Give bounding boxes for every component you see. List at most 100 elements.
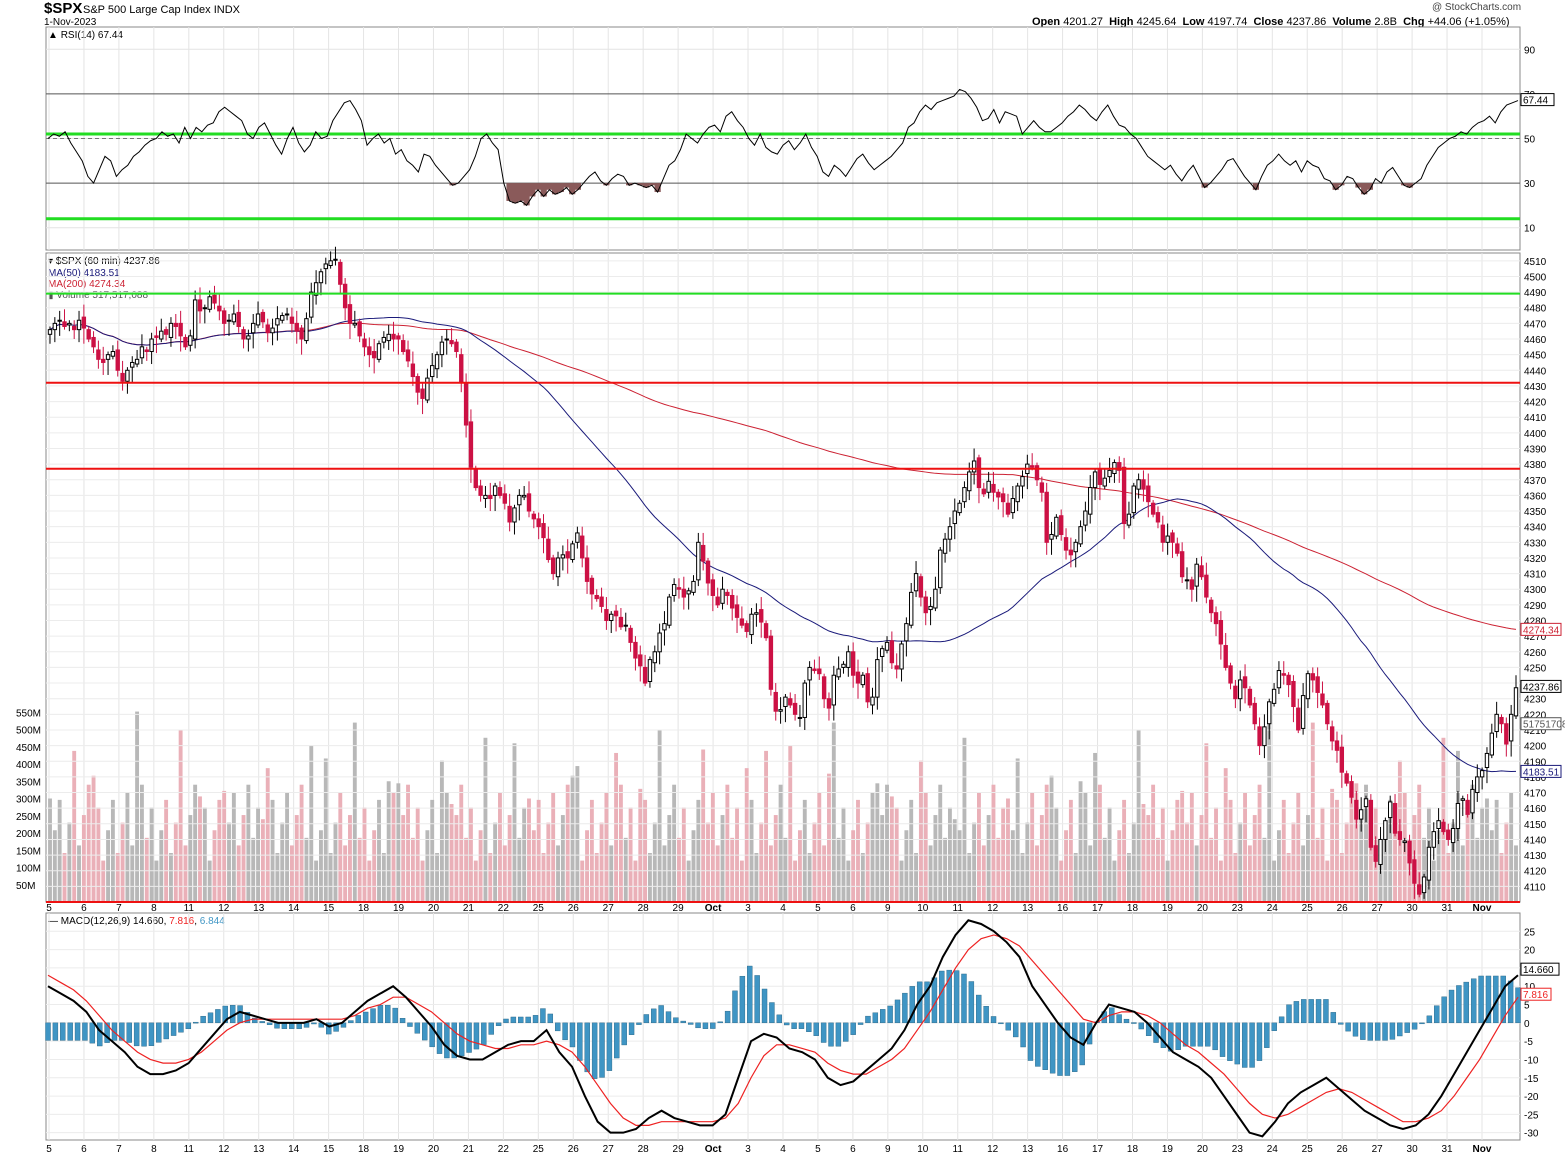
candle-body — [1126, 513, 1132, 526]
candle-body — [1296, 707, 1301, 731]
price-tick-label: 4160 — [1524, 804, 1547, 815]
volume-bar — [1301, 845, 1306, 902]
price-x-tick-label: 13 — [1022, 903, 1034, 914]
volume-bar — [991, 784, 996, 902]
macd-x-tick-label: 13 — [253, 1144, 265, 1155]
candle-body — [1344, 773, 1349, 784]
volume-bar — [110, 799, 115, 902]
macd-histogram-bar — [1330, 1012, 1337, 1024]
volume-bar — [410, 837, 415, 902]
candle-body — [130, 361, 135, 368]
volume-bar — [696, 799, 701, 902]
macd-histogram-bar — [1278, 1016, 1285, 1024]
macd-histogram-bar — [887, 1005, 893, 1024]
volume-bar — [778, 784, 783, 902]
macd-histogram-bar — [1360, 1022, 1366, 1040]
macd-x-tick-label: 27 — [603, 1144, 615, 1155]
macd-histogram-bar — [783, 1022, 790, 1026]
volume-bar — [836, 837, 841, 902]
macd-x-tick-label: 23 — [1232, 1144, 1244, 1155]
price-x-tick-label: 28 — [638, 903, 650, 914]
candle-body — [1165, 535, 1170, 543]
volume-bar — [1368, 837, 1373, 902]
volume-bar — [439, 760, 444, 902]
volume-bar — [1267, 703, 1272, 902]
volume-bar — [348, 815, 352, 902]
candle-body — [580, 535, 585, 559]
price-x-tick-label: 14 — [288, 903, 300, 914]
macd-histogram-bar — [1463, 981, 1469, 1024]
volume-bar — [260, 819, 265, 902]
macd-x-tick-label: Oct — [705, 1144, 722, 1155]
macd-histogram-bar — [481, 1022, 487, 1045]
volume-tick-label: 350M — [16, 777, 41, 788]
volume-bar — [77, 845, 81, 902]
candle-body — [57, 319, 62, 322]
volume-bar — [1049, 775, 1054, 902]
price-tick-label: 4130 — [1524, 851, 1547, 862]
candle-body — [768, 635, 774, 690]
candle-body — [188, 335, 193, 346]
volume-bar — [1209, 837, 1214, 902]
price-x-tick-label: 8 — [151, 903, 157, 914]
macd-histogram-bar — [407, 1022, 413, 1027]
volume-bar — [633, 860, 638, 902]
volume-bar — [1136, 730, 1141, 902]
volume-bar — [938, 784, 943, 902]
candle-body — [502, 493, 507, 504]
volume-bar — [822, 845, 827, 902]
volume-bar — [299, 784, 304, 902]
candle-body — [323, 263, 328, 270]
macd-histogram-bar — [244, 1012, 251, 1024]
candle-body — [584, 557, 590, 582]
candle-body — [1083, 510, 1088, 526]
volume-bar — [106, 830, 110, 902]
candle-body — [1044, 491, 1049, 543]
macd-histogram-bar — [636, 1022, 642, 1025]
candle-body — [1368, 799, 1374, 848]
volume-bar — [1388, 799, 1393, 902]
price-x-tick-label: 19 — [393, 903, 405, 914]
candle-body — [686, 590, 691, 595]
candle-body — [1136, 479, 1141, 490]
candle-body — [1441, 821, 1446, 833]
volume-bar — [154, 860, 159, 902]
candle-body — [275, 318, 280, 326]
volume-last-label: 517517088 — [1523, 720, 1565, 731]
candle-body — [1310, 673, 1315, 681]
volume-bar — [1170, 830, 1175, 902]
candle-body — [1015, 485, 1020, 503]
macd-histogram-bar — [1042, 1022, 1048, 1070]
price-x-tick-label: 23 — [1232, 903, 1244, 914]
macd-histogram-bar — [658, 1005, 664, 1024]
candle-body — [1223, 645, 1228, 668]
macd-histogram-bar — [193, 1021, 199, 1024]
macd-histogram-bar — [584, 1022, 590, 1073]
volume-bar — [807, 853, 812, 902]
volume-bar — [565, 784, 570, 902]
candle-body — [163, 329, 169, 335]
macd-histogram-bar — [909, 986, 915, 1024]
candle-body — [1436, 820, 1441, 829]
macd-x-tick-label: 25 — [1302, 1144, 1314, 1155]
macd-x-tick-label: 6 — [81, 1144, 87, 1155]
candle-body — [226, 319, 232, 322]
candle-body — [183, 336, 188, 348]
volume-bar — [1417, 784, 1422, 902]
candle-body — [570, 543, 575, 561]
price-x-tick-label: 25 — [533, 903, 545, 914]
candle-body — [454, 341, 459, 353]
volume-legend: ▮ Volume 517,517,088 — [48, 290, 149, 301]
volume-bar — [72, 750, 77, 902]
macd-histogram-bar — [52, 1022, 59, 1041]
candle-body — [434, 354, 440, 370]
candle-body — [154, 335, 159, 338]
candle-body — [879, 648, 885, 657]
candle-body — [1088, 487, 1093, 515]
volume-bar — [527, 798, 531, 902]
volume-bar — [933, 815, 938, 902]
candle-body — [81, 316, 87, 329]
volume-tick-label: 250M — [16, 812, 41, 823]
candle-body — [497, 487, 503, 496]
ma50-last-label: 4183.51 — [1523, 767, 1560, 778]
